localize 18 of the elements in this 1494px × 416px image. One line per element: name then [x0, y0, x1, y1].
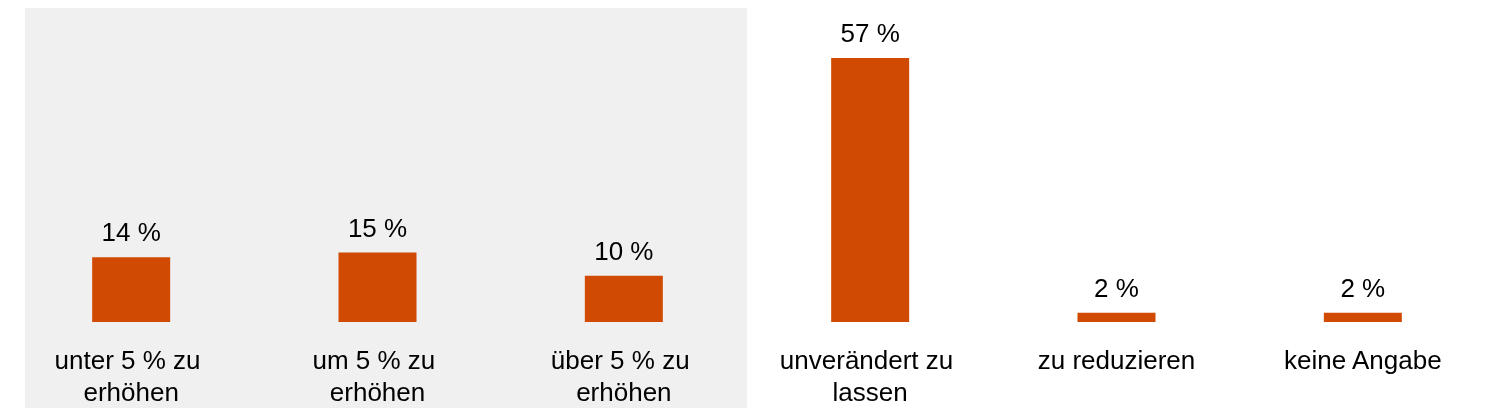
- data-label: 57 %: [840, 18, 900, 48]
- x-tick-label: unverändert zu lassen: [779, 345, 961, 407]
- x-tick-label: keine Angabe: [1284, 345, 1442, 375]
- data-label: 10 %: [594, 235, 654, 266]
- bar: [92, 257, 171, 322]
- bar: [1323, 312, 1402, 322]
- data-label: 15 %: [347, 212, 408, 243]
- data-label: 2 %: [1094, 272, 1139, 303]
- bar: [831, 58, 910, 322]
- bar: [338, 252, 417, 322]
- x-tick-label: unter 5 % zu erhöhen: [54, 345, 208, 407]
- bar: [584, 275, 663, 322]
- x-tick-label: zu reduzieren: [1037, 345, 1196, 375]
- data-label: 14 %: [101, 217, 161, 248]
- data-label: 2 %: [1340, 272, 1386, 303]
- x-tick-label: um 5 % zu erhöhen: [312, 345, 443, 407]
- bar: [1077, 312, 1156, 322]
- x-tick-label: über 5 % zu erhöhen: [550, 345, 697, 407]
